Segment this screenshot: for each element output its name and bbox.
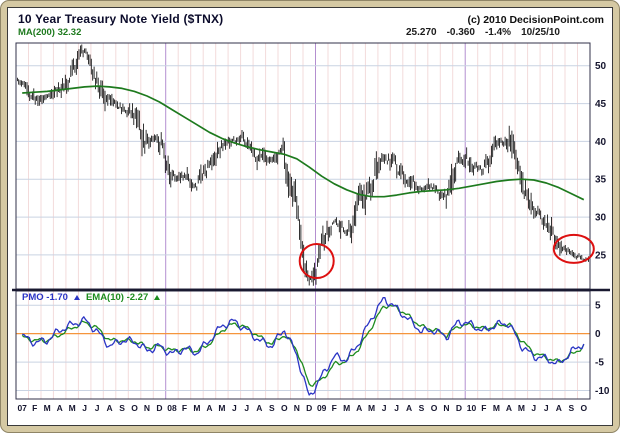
svg-text:M: M [518,403,525,413]
svg-text:A: A [256,403,262,413]
svg-text:A: A [556,403,562,413]
svg-text:A: A [406,403,412,413]
svg-text:S: S [419,403,425,413]
svg-text:M: M [368,403,375,413]
svg-text:A: A [57,403,63,413]
svg-text:D: D [156,403,162,413]
svg-text:J: J [382,403,387,413]
chart-inner-panel: 10 Year Treasury Note Yield ($TNX) (c) 2… [7,7,613,426]
price-change: -0.360 [446,27,475,38]
svg-text:-10: -10 [595,386,610,397]
svg-text:D: D [456,403,462,413]
svg-text:45: 45 [595,99,607,110]
svg-text:5: 5 [595,301,601,312]
svg-text:O: O [431,403,438,413]
svg-text:M: M [343,403,350,413]
svg-text:J: J [95,403,100,413]
pmo-readout: PMO -1.70 [22,292,68,303]
svg-text:-5: -5 [595,358,604,369]
price-bars [17,44,589,286]
svg-text:35: 35 [595,175,607,186]
svg-text:0: 0 [595,329,601,340]
pmo-arrow-icon [73,295,80,300]
svg-text:J: J [82,403,87,413]
svg-text:50: 50 [595,61,607,72]
panel-borders [12,42,610,400]
svg-text:09: 09 [317,403,327,413]
ma200-line [22,85,585,201]
svg-text:S: S [269,403,275,413]
svg-text:D: D [306,403,312,413]
svg-text:S: S [568,403,574,413]
pmo-readouts: PMO -1.70 EMA(10) -2.27 [22,292,161,303]
svg-text:F: F [182,403,187,413]
svg-text:N: N [144,403,150,413]
svg-text:25: 25 [595,250,607,261]
svg-text:A: A [356,403,362,413]
svg-text:F: F [332,403,337,413]
annotation-circles [298,233,595,279]
svg-text:O: O [580,403,587,413]
svg-text:N: N [443,403,449,413]
svg-text:A: A [107,403,113,413]
pmo-y-axis-labels: 5 0 -5 -10 [595,301,610,397]
svg-text:S: S [119,403,125,413]
vertical-gridlines [28,43,578,399]
svg-text:J: J [244,403,249,413]
svg-text:M: M [44,403,51,413]
chart-header: 10 Year Treasury Note Yield ($TNX) (c) 2… [18,12,604,26]
horizontal-gridlines [16,65,590,391]
svg-text:08: 08 [167,403,177,413]
main-y-axis-labels: 50 45 40 35 30 25 [595,61,607,261]
pmo-line [22,296,585,396]
svg-text:A: A [206,403,212,413]
svg-text:M: M [218,403,225,413]
svg-text:07: 07 [17,403,27,413]
svg-text:M: M [69,403,76,413]
ma200-readout: MA(200) 32.32 [18,27,82,38]
svg-text:M: M [493,403,500,413]
svg-text:J: J [232,403,237,413]
svg-text:30: 30 [595,213,607,224]
last-price: 25.270 [405,27,437,38]
svg-text:J: J [544,403,549,413]
quote-date: 10/25/10 [521,27,560,38]
svg-text:F: F [481,403,486,413]
chart-subheader: MA(200) 32.32 25.270 -0.360 -1.4% 10/25/… [18,27,560,38]
svg-text:N: N [294,403,300,413]
copyright-text: (c) 2010 DecisionPoint.com [467,14,604,26]
svg-text:O: O [281,403,288,413]
ema10-readout: EMA(10) -2.27 [85,292,149,303]
svg-text:O: O [131,403,138,413]
ema-arrow-icon [154,295,161,300]
svg-text:10: 10 [467,403,477,413]
svg-text:A: A [506,403,512,413]
x-axis-labels: 07 F M A M J J A S O N D 08 F M A M J J A S O N D 09 F M A M J J A S O N D 1… [17,403,587,413]
price-change-pct: -1.4% [484,27,512,38]
svg-text:J: J [394,403,399,413]
svg-text:40: 40 [595,137,607,148]
svg-text:J: J [531,403,536,413]
quote-line: 25.270 -0.360 -1.4% 10/25/10 [406,27,560,38]
svg-text:M: M [193,403,200,413]
chart-title: 10 Year Treasury Note Yield ($TNX) [18,12,224,26]
svg-text:F: F [32,403,37,413]
